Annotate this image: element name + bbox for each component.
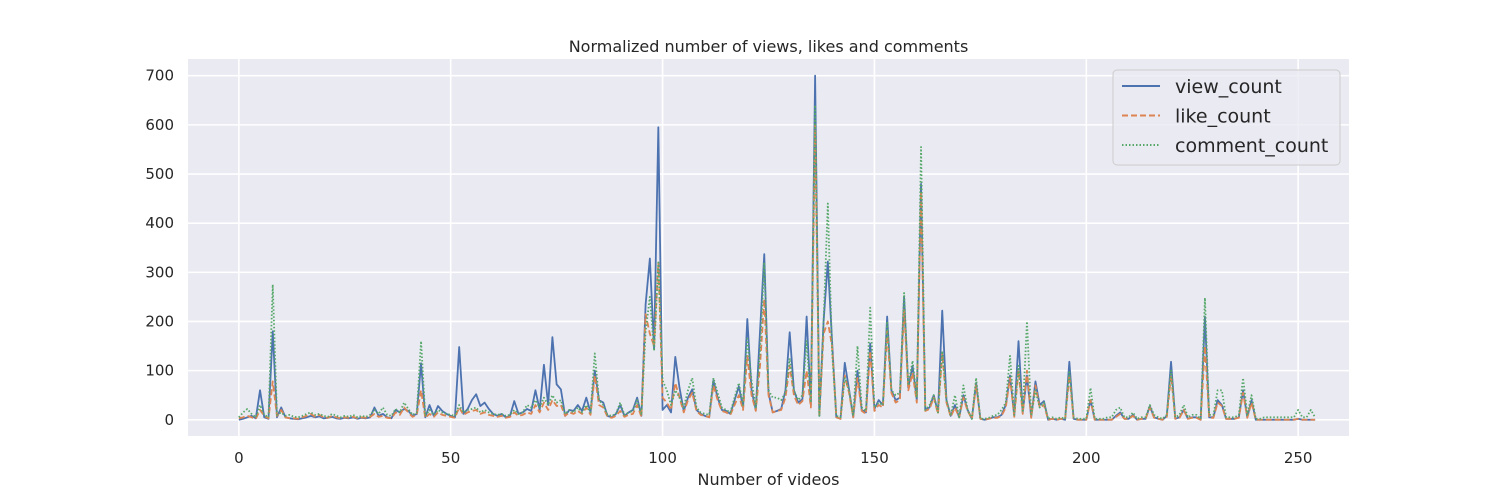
series-layer xyxy=(238,74,1316,421)
x-tick-label: 150 xyxy=(860,449,889,467)
y-tick-label: 500 xyxy=(145,165,174,183)
legend-label-comment-count: comment_count xyxy=(1175,135,1328,157)
y-tick-label: 300 xyxy=(145,263,174,281)
chart-title: Normalized number of views, likes and co… xyxy=(569,37,969,56)
series-line-comment-count xyxy=(238,104,1316,420)
x-tick-label: 200 xyxy=(1072,449,1101,467)
y-tick-label: 0 xyxy=(164,411,174,429)
y-tick-label: 700 xyxy=(145,67,174,85)
legend-label-like-count: like_count xyxy=(1175,106,1271,128)
y-tick-label: 600 xyxy=(145,116,174,134)
x-tick-label: 0 xyxy=(234,449,244,467)
x-axis-label: Number of videos xyxy=(698,470,840,489)
grid xyxy=(188,59,1349,436)
legend-frame xyxy=(1112,69,1341,166)
legend: view_count like_count comment_count xyxy=(1112,69,1341,166)
y-tick-label: 100 xyxy=(145,362,174,380)
x-tick-label: 250 xyxy=(1284,449,1313,467)
x-tick-label: 100 xyxy=(648,449,677,467)
legend-label-view-count: view_count xyxy=(1175,76,1282,98)
y-tick-labels: 0 100 200 300 400 500 600 700 xyxy=(145,67,174,429)
y-tick-label: 400 xyxy=(145,214,174,232)
x-tick-label: 50 xyxy=(441,449,460,467)
y-tick-label: 200 xyxy=(145,312,174,330)
x-tick-labels: 0 50 100 150 200 250 xyxy=(234,449,1312,467)
